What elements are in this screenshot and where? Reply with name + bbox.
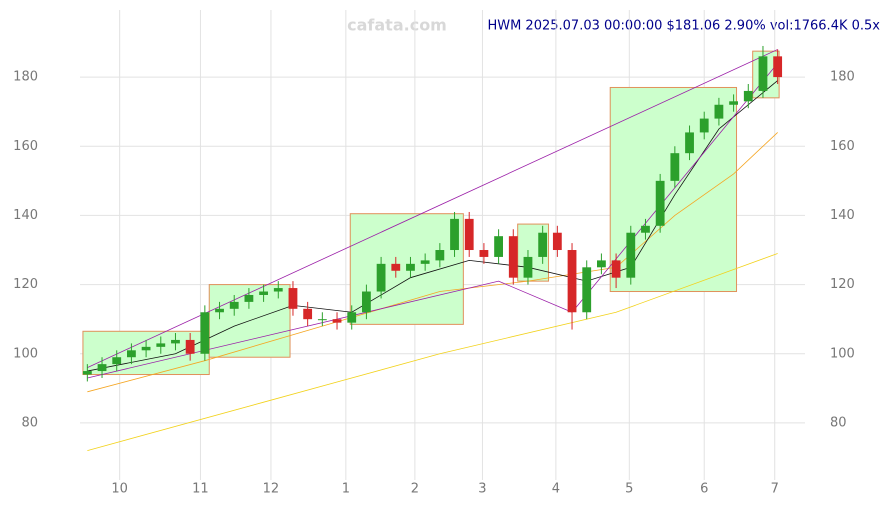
candle-body <box>406 263 415 271</box>
candle-body <box>597 260 606 268</box>
candle-body <box>259 291 268 295</box>
candle-body <box>523 256 533 278</box>
x-tick-label: 12 <box>263 482 280 497</box>
candle-body <box>171 339 180 344</box>
candle-body <box>112 357 122 365</box>
candle-body <box>743 90 753 102</box>
candle-body <box>229 301 239 309</box>
candle-body <box>479 250 489 257</box>
candle-body <box>758 56 768 91</box>
x-tick-label: 7 <box>771 482 779 497</box>
x-tick-label: 10 <box>111 482 128 497</box>
candle-body <box>494 236 503 257</box>
candle-body <box>729 101 738 105</box>
line <box>87 253 778 451</box>
watermark: cafata.com <box>347 16 447 35</box>
candle-body <box>391 263 401 271</box>
candle-body <box>582 267 592 313</box>
candle-body <box>347 312 357 323</box>
candle-body <box>288 288 298 309</box>
candle-body <box>317 319 327 321</box>
candle-body <box>626 232 636 278</box>
candle-body <box>156 343 166 347</box>
y-tick-label-right: 100 <box>830 346 855 361</box>
y-tick-label: 160 <box>13 139 38 154</box>
candle-body <box>362 291 371 313</box>
candle-body <box>552 232 562 251</box>
x-tick-label: 5 <box>625 482 633 497</box>
y-tick-label: 120 <box>13 277 38 292</box>
line <box>87 80 778 372</box>
y-tick-label-right: 160 <box>830 139 855 154</box>
x-tick-label: 11 <box>192 482 209 497</box>
candle-body <box>670 153 680 181</box>
y-tick-label-right: 120 <box>830 277 855 292</box>
candle-body <box>450 218 459 251</box>
y-tick-label: 140 <box>13 208 38 223</box>
candle-body <box>97 364 107 372</box>
candle-body <box>376 263 386 292</box>
candle-body <box>82 371 92 375</box>
candle-body <box>508 236 518 278</box>
y-tick-label-right: 180 <box>830 70 855 85</box>
candle-body <box>435 250 445 261</box>
candle-body <box>464 218 474 251</box>
candle-body <box>303 308 313 320</box>
candle-body <box>538 232 548 257</box>
candle-body <box>127 350 136 358</box>
candle-body <box>699 118 709 133</box>
candle-body <box>420 260 430 264</box>
candle-body <box>244 294 254 302</box>
candle-body <box>332 319 342 323</box>
candle-body <box>273 288 283 292</box>
candle-body <box>655 180 665 226</box>
y-tick-label: 100 <box>13 346 38 361</box>
y-tick-label-right: 140 <box>830 208 855 223</box>
y-tick-label: 80 <box>21 415 38 430</box>
x-tick-label: 2 <box>411 482 419 497</box>
y-tick-label: 180 <box>13 70 38 85</box>
candle-body <box>611 260 621 278</box>
candle-body <box>714 104 724 119</box>
candle-body <box>200 312 210 354</box>
y-tick-label-right: 80 <box>830 415 847 430</box>
candle-body <box>773 56 783 78</box>
x-tick-label: 4 <box>552 482 560 497</box>
candle-body <box>567 250 577 313</box>
candle-body <box>685 132 694 154</box>
candle-body <box>141 346 151 351</box>
x-tick-label: 3 <box>478 482 486 497</box>
x-tick-label: 1 <box>342 482 350 497</box>
candle-body <box>185 339 195 354</box>
candle-body <box>215 308 224 313</box>
candle-body <box>641 225 650 233</box>
chart-title: HWM 2025.07.03 00:00:00 $181.06 2.90% vo… <box>487 19 880 34</box>
x-tick-label: 6 <box>700 482 708 497</box>
